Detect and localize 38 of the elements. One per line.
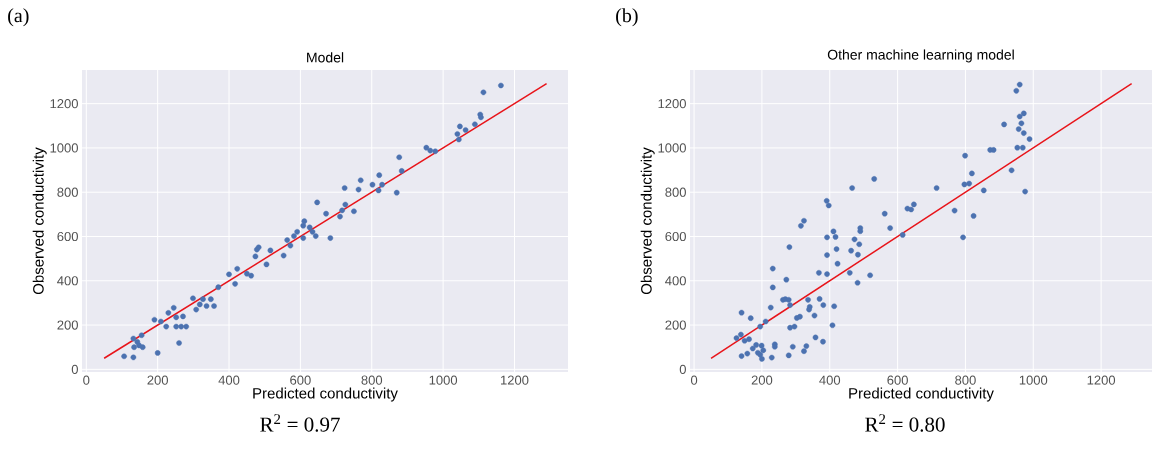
chart-title: Other machine learning model: [827, 49, 1014, 63]
x-tick-label: 0: [83, 375, 90, 385]
y-tick-label: 600: [57, 231, 78, 242]
x-tick-label: 1000: [429, 375, 458, 385]
x-tick-label: 1000: [1019, 375, 1048, 385]
y-tick-label: 0: [679, 364, 686, 374]
x-tick-label: 0: [690, 375, 698, 385]
text: R$^{2}$ = 0.97: [260, 414, 340, 432]
y-tick-label: 600: [665, 231, 686, 242]
text: R$^{2}$ = 0.80: [865, 414, 945, 432]
x-tick-label: 200: [147, 375, 168, 385]
y-tick-label: 0: [71, 364, 78, 374]
x-tick-label: 600: [290, 375, 311, 385]
x-tick-label: 200: [751, 375, 773, 385]
x-tick-label: 1200: [1087, 375, 1116, 385]
y-axis-title: Observed conductivity: [32, 147, 47, 295]
y-tick-label: 1000: [50, 143, 78, 153]
y-tick-label: 200: [665, 320, 686, 330]
x-tick-label: 800: [361, 375, 383, 385]
y-tick-label: 800: [665, 187, 686, 197]
y-tick-label: 400: [665, 276, 686, 286]
y-tick-label: 1000: [658, 143, 686, 153]
x-tick-label: 400: [819, 375, 841, 385]
chart-title: Model: [307, 52, 344, 63]
y-tick-label: 1200: [658, 99, 686, 109]
text: (b): [616, 8, 638, 27]
x-tick-label: 1200: [501, 375, 529, 385]
y-tick-label: 800: [57, 187, 78, 197]
y-tick-label: 1200: [50, 99, 78, 109]
x-axis-title: Predicted conductivity: [253, 387, 398, 402]
y-tick-label: 400: [57, 276, 78, 286]
x-axis-title: Predicted conductivity: [849, 387, 994, 402]
text: (a): [8, 8, 29, 27]
y-axis-title: Observed conductivity: [640, 147, 655, 295]
y-tick-label: 200: [57, 320, 78, 330]
x-tick-label: 400: [218, 375, 240, 385]
x-tick-label: 600: [887, 375, 908, 385]
x-tick-label: 800: [955, 375, 976, 385]
